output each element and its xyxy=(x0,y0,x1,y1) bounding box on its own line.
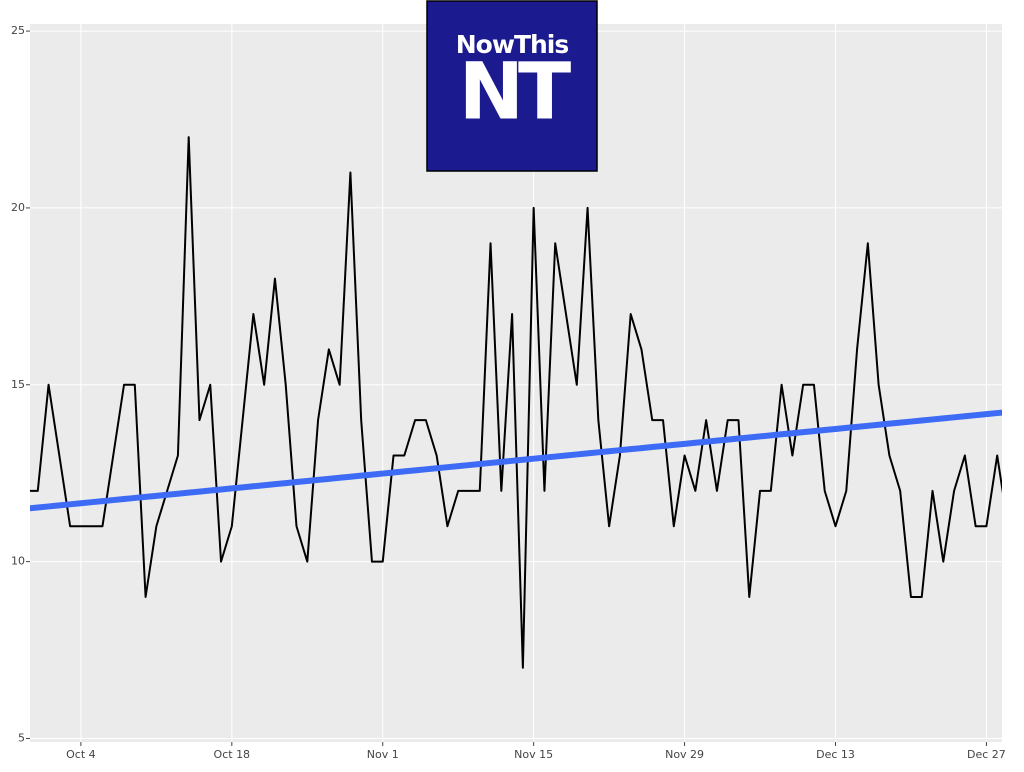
x-tick-label: Oct 18 xyxy=(214,748,251,761)
y-tick-label: 20 xyxy=(11,201,25,214)
x-tick-label: Nov 1 xyxy=(367,748,399,761)
x-tick-label: Oct 4 xyxy=(66,748,96,761)
logo-text: NowThis xyxy=(456,30,569,59)
y-tick-label: 15 xyxy=(11,378,25,391)
labels: 5 10 15 20 25 Oct 4 Oct 18 Nov 1 Nov 15 Nov 29 Dec… xyxy=(11,24,1006,761)
logo-mark: NT xyxy=(459,47,571,137)
y-tick-label: 10 xyxy=(11,555,25,568)
x-tick-label: Nov 29 xyxy=(665,748,704,761)
trend-line xyxy=(30,409,1002,512)
logo-box xyxy=(426,0,598,172)
x-tick-label: Nov 15 xyxy=(514,748,553,761)
x-tick-label: Dec 13 xyxy=(816,748,855,761)
lines xyxy=(30,136,1002,669)
data-line xyxy=(30,136,1002,669)
x-tick-label: Dec 27 xyxy=(967,748,1006,761)
logo: NowThis NT xyxy=(426,0,598,172)
y-tick-label: 5 xyxy=(18,731,25,744)
y-tick-label: 25 xyxy=(11,24,25,37)
